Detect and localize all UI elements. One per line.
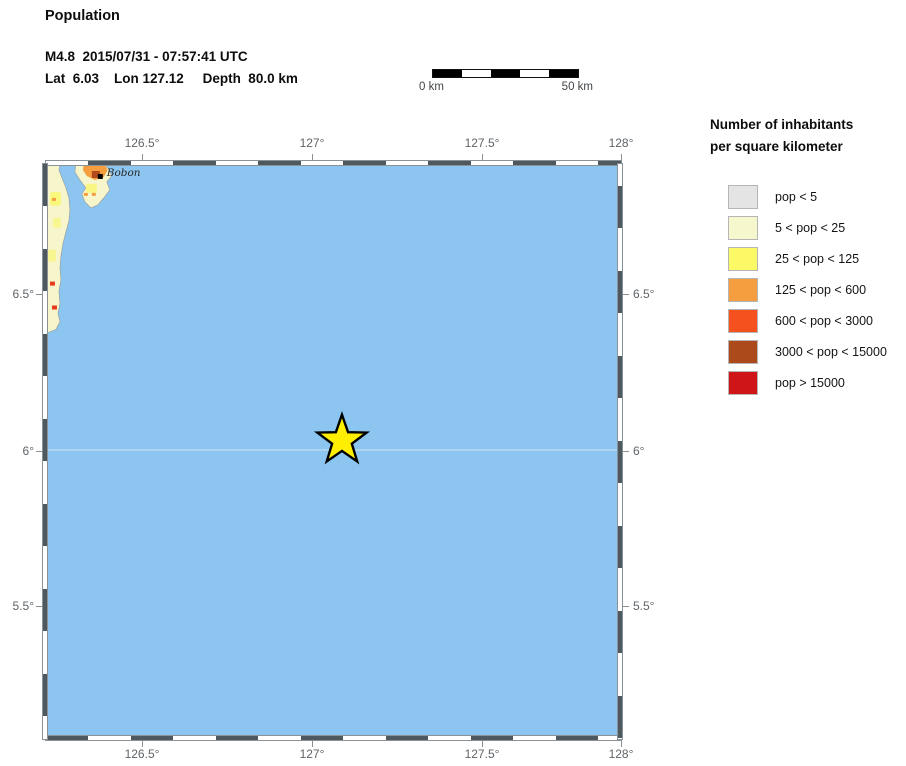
legend-item: pop < 5: [728, 185, 887, 209]
pop-dot-orange-3: [51, 197, 56, 201]
legend-title-line1: Number of inhabitants: [710, 117, 854, 132]
axis-tick-left-0: [36, 294, 43, 295]
legend-swatch-4: [728, 309, 758, 333]
pop-dot-red-2: [51, 305, 57, 310]
scale-bar-segment-2: [491, 70, 520, 77]
legend-title-line2: per square kilometer: [710, 139, 843, 154]
axis-label-bottom-0: 126.5°: [124, 747, 160, 761]
distance-scale-bar: [432, 69, 579, 78]
axis-tick-bottom-1: [312, 740, 313, 747]
axis-tick-top-1: [312, 154, 313, 161]
pop-patch-yellow-peninsula: [85, 183, 97, 193]
landmass-coast-strip: [46, 164, 71, 334]
scale-end-label: 50 km: [561, 81, 593, 93]
legend: pop < 5 5 < pop < 25 25 < pop < 125 125 < p…: [728, 185, 887, 402]
axis-tick-top-3: [621, 154, 622, 161]
axis-tick-left-2: [36, 606, 43, 607]
legend-swatch-1: [728, 216, 758, 240]
page-title: Population: [45, 8, 120, 24]
map-frame-top: [45, 160, 622, 166]
map-image: Bobon: [46, 164, 619, 737]
scale-start-label: 0 km: [419, 81, 444, 93]
axis-tick-bottom-3: [621, 740, 622, 747]
legend-swatch-0: [728, 185, 758, 209]
pop-dot-orange-1: [83, 192, 88, 196]
map-canvas: Bobon 126.5° 127° 127.5° 128° 126.5° 127° 127.…: [13, 136, 655, 761]
axis-label-top-1: 127°: [299, 136, 325, 150]
axis-label-right-1: 6°: [633, 444, 645, 458]
axis-label-right-2: 5.5°: [633, 599, 655, 613]
axis-label-top-0: 126.5°: [124, 136, 160, 150]
event-lat-lon-depth: Lat 6.03 Lon 127.12 Depth 80.0 km: [45, 71, 298, 86]
legend-item: 5 < pop < 25: [728, 216, 887, 240]
scale-bar-segment-0: [433, 70, 462, 77]
pop-dot-red-1: [49, 281, 55, 286]
pop-patch-yellow-strip-2: [52, 217, 61, 228]
legend-title: Number of inhabitants per square kilomet…: [710, 114, 853, 158]
axis-tick-right-1: [622, 451, 629, 452]
axis-label-bottom-1: 127°: [299, 747, 325, 761]
axis-tick-left-1: [36, 451, 43, 452]
legend-item: 25 < pop < 125: [728, 247, 887, 271]
legend-label-6: pop > 15000: [775, 376, 845, 390]
axis-label-bottom-3: 128°: [608, 747, 634, 761]
axis-label-top-3: 128°: [608, 136, 634, 150]
legend-swatch-5: [728, 340, 758, 364]
legend-swatch-2: [728, 247, 758, 271]
legend-item: 125 < pop < 600: [728, 278, 887, 302]
town-marker-bobon: [97, 173, 103, 179]
scale-bar-segment-4: [549, 70, 578, 77]
axis-label-top-2: 127.5°: [464, 136, 500, 150]
axis-tick-bottom-2: [482, 740, 483, 747]
legend-label-5: 3000 < pop < 15000: [775, 345, 887, 359]
axis-tick-top-2: [482, 154, 483, 161]
legend-swatch-3: [728, 278, 758, 302]
legend-swatch-6: [728, 371, 758, 395]
place-label-bobon: Bobon: [106, 167, 141, 179]
legend-label-0: pop < 5: [775, 190, 818, 204]
scale-bar-labels: 0 km 50 km: [419, 81, 593, 93]
axis-label-left-2: 5.5°: [12, 599, 34, 613]
pop-patch-brown-bobon: [91, 170, 100, 178]
legend-item: 3000 < pop < 15000: [728, 340, 887, 364]
scale-bar-segment-1: [462, 70, 491, 77]
legend-label-3: 125 < pop < 600: [775, 283, 867, 297]
axis-tick-right-0: [622, 294, 629, 295]
axis-tick-top-0: [142, 154, 143, 161]
axis-label-left-1: 6°: [22, 444, 34, 458]
epicenter-star-icon: [313, 410, 371, 465]
axis-tick-right-2: [622, 606, 629, 607]
axis-label-right-0: 6.5°: [633, 287, 655, 301]
legend-label-4: 600 < pop < 3000: [775, 314, 874, 328]
axis-label-left-0: 6.5°: [12, 287, 34, 301]
map-frame-bottom: [45, 735, 622, 741]
axis-label-bottom-2: 127.5°: [464, 747, 500, 761]
axis-tick-bottom-0: [142, 740, 143, 747]
event-magnitude-datetime: M4.8 2015/07/31 - 07:57:41 UTC: [45, 49, 248, 64]
legend-label-2: 25 < pop < 125: [775, 252, 860, 266]
legend-label-1: 5 < pop < 25: [775, 221, 846, 235]
scale-bar-segment-3: [520, 70, 549, 77]
pop-patch-yellow-strip-3: [47, 249, 56, 262]
legend-item: pop > 15000: [728, 371, 887, 395]
legend-item: 600 < pop < 3000: [728, 309, 887, 333]
pop-dot-orange-2: [91, 192, 96, 196]
